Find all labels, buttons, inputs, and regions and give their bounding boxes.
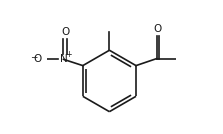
Text: O: O (154, 24, 162, 34)
Text: O: O (33, 54, 41, 64)
Text: O: O (61, 27, 69, 37)
Text: −: − (30, 52, 37, 61)
Text: +: + (65, 50, 72, 59)
Text: N: N (60, 54, 67, 64)
